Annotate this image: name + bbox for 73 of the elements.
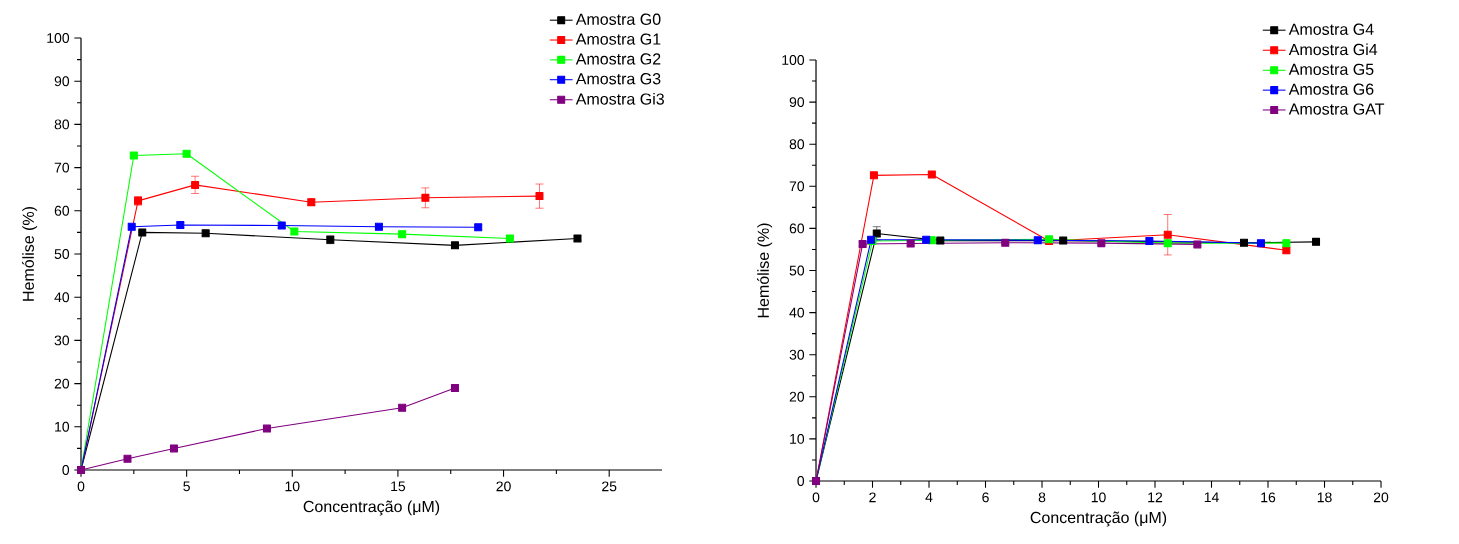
y-tick-label: 20 bbox=[54, 378, 70, 389]
point bbox=[398, 403, 407, 412]
legend-label: Amostra Gi3 bbox=[575, 92, 664, 105]
x-tick-label: 4 bbox=[925, 492, 933, 503]
point bbox=[1033, 236, 1042, 245]
legend-label: Amostra GAT bbox=[1288, 103, 1385, 115]
y-axis-title: Hemólise (%) bbox=[757, 223, 773, 318]
x-axis-title: Concentração (μM) bbox=[303, 500, 440, 516]
legend-label: Amostra G6 bbox=[1288, 83, 1374, 95]
point bbox=[450, 241, 459, 250]
x-tick-label: 0 bbox=[77, 481, 85, 492]
point bbox=[1163, 239, 1172, 248]
x-tick-label: 12 bbox=[1148, 492, 1163, 503]
y-tick-label: 20 bbox=[789, 391, 805, 402]
legend-label: Amostra G1 bbox=[575, 33, 661, 45]
point bbox=[262, 424, 271, 433]
x-tick-label: 15 bbox=[391, 481, 406, 492]
legend-label: Amostra G0 bbox=[575, 13, 661, 25]
y-tick-label: 100 bbox=[782, 55, 805, 65]
x-tick-label: 20 bbox=[496, 481, 511, 492]
y-axis-title: Hemólise (%) bbox=[22, 207, 38, 301]
point bbox=[123, 454, 132, 463]
x-tick-label: 25 bbox=[602, 481, 617, 492]
point bbox=[421, 193, 430, 202]
y-tick-label: 50 bbox=[789, 265, 805, 276]
point bbox=[1145, 237, 1154, 246]
y-tick-label: 60 bbox=[789, 223, 805, 234]
y-tick-label: 30 bbox=[789, 349, 805, 360]
y-tick-label: 40 bbox=[789, 307, 805, 318]
y-tick-label: 30 bbox=[54, 335, 70, 346]
point bbox=[922, 235, 931, 244]
point bbox=[127, 222, 136, 231]
x-tick-label: 16 bbox=[1261, 492, 1276, 503]
x-tick-label: 18 bbox=[1317, 492, 1332, 503]
y-tick-label: 100 bbox=[47, 33, 70, 43]
x-tick-label: 14 bbox=[1204, 492, 1219, 503]
legend-label: Amostra Gi4 bbox=[1288, 43, 1378, 56]
x-tick-label: 2 bbox=[869, 492, 876, 503]
x-tick-label: 20 bbox=[1373, 492, 1389, 503]
point bbox=[1163, 230, 1172, 239]
y-tick-label: 0 bbox=[62, 465, 70, 475]
y-tick-label: 10 bbox=[790, 433, 805, 444]
point bbox=[138, 228, 147, 237]
y-tick-label: 90 bbox=[789, 97, 805, 108]
x-tick-label: 0 bbox=[812, 492, 820, 503]
point bbox=[1256, 239, 1265, 248]
x-tick-label: 10 bbox=[1091, 492, 1106, 503]
y-tick-label: 80 bbox=[789, 139, 805, 150]
x-tick-label: 6 bbox=[982, 492, 989, 503]
x-tick-label: 10 bbox=[285, 481, 300, 492]
legend-label: Amostra G2 bbox=[575, 53, 661, 65]
point bbox=[1282, 239, 1291, 248]
x-tick-label: 8 bbox=[1038, 492, 1046, 503]
point bbox=[450, 383, 459, 392]
y-tick-label: 70 bbox=[54, 162, 70, 173]
point bbox=[1312, 237, 1321, 246]
point bbox=[374, 222, 383, 231]
x-tick-label: 5 bbox=[183, 481, 190, 492]
y-tick-label: 80 bbox=[54, 119, 70, 130]
legend-label: Amostra G5 bbox=[1288, 63, 1374, 76]
point bbox=[535, 192, 544, 201]
y-tick-label: 70 bbox=[789, 181, 805, 192]
legend-label: Amostra G3 bbox=[575, 73, 661, 85]
y-tick-label: 60 bbox=[54, 205, 70, 216]
point bbox=[191, 180, 200, 189]
y-tick-label: 90 bbox=[54, 76, 70, 87]
point bbox=[1239, 238, 1248, 247]
legend-label: Amostra G4 bbox=[1288, 23, 1374, 35]
y-tick-label: 10 bbox=[55, 421, 70, 432]
x-axis-title: Concentração (μM) bbox=[1030, 511, 1167, 527]
point bbox=[169, 444, 178, 453]
y-tick-label: 40 bbox=[54, 292, 70, 303]
y-tick-label: 50 bbox=[54, 249, 70, 259]
